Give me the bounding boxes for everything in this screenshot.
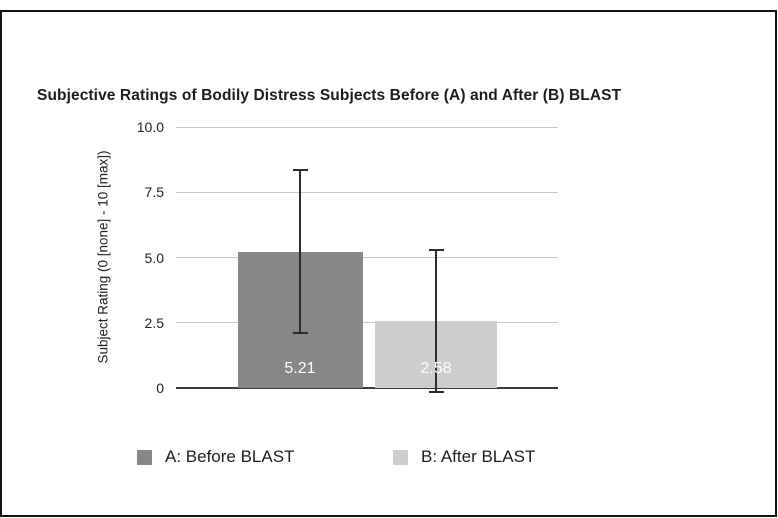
- bar-value-label-before-blast: 5.21: [284, 360, 316, 377]
- error-bar-cap-top-after-blast: [428, 249, 444, 252]
- bar-value-label-after-blast: 2.58: [420, 360, 452, 377]
- y-axis-tick-label: 5.0: [144, 249, 164, 266]
- y-axis-tick-label: 7.5: [144, 184, 164, 201]
- error-bar-cap-bottom-before-blast: [292, 332, 308, 335]
- error-bar-cap-bottom-after-blast: [428, 390, 444, 393]
- error-bar-after-blast: [435, 250, 437, 392]
- y-axis-label: Subject Rating (0 [none] - 10 [max]): [95, 150, 111, 364]
- gridline: [176, 257, 558, 258]
- y-axis-tick-label: 0: [156, 380, 164, 396]
- gridline: [176, 191, 558, 193]
- gridline: [176, 126, 558, 128]
- legend-swatch-before-blast: [137, 449, 152, 465]
- legend-label-after-blast: B: After BLAST: [421, 447, 536, 466]
- y-axis-tick-label: 2.5: [144, 314, 164, 331]
- x-axis-line: [176, 387, 558, 389]
- legend: A: Before BLAST B: After BLAST: [0, 446, 778, 470]
- figure-border: [0, 10, 777, 517]
- plot-area: 0 2.5 5.0 7.5 10.0 5.21 2.58: [137, 119, 558, 396]
- error-bar-before-blast: [299, 170, 301, 334]
- legend-label-before-blast: A: Before BLAST: [165, 447, 295, 466]
- y-axis-tick-label: 10.0: [136, 119, 164, 135]
- legend-swatch-after-blast: [393, 449, 408, 465]
- legend-item-before-blast: A: Before BLAST: [137, 446, 294, 468]
- chart-title: Subjective Ratings of Bodily Distress Su…: [37, 87, 622, 104]
- gridline: [176, 322, 558, 324]
- legend-item-after-blast: B: After BLAST: [393, 446, 535, 468]
- error-bar-cap-top-before-blast: [292, 169, 308, 172]
